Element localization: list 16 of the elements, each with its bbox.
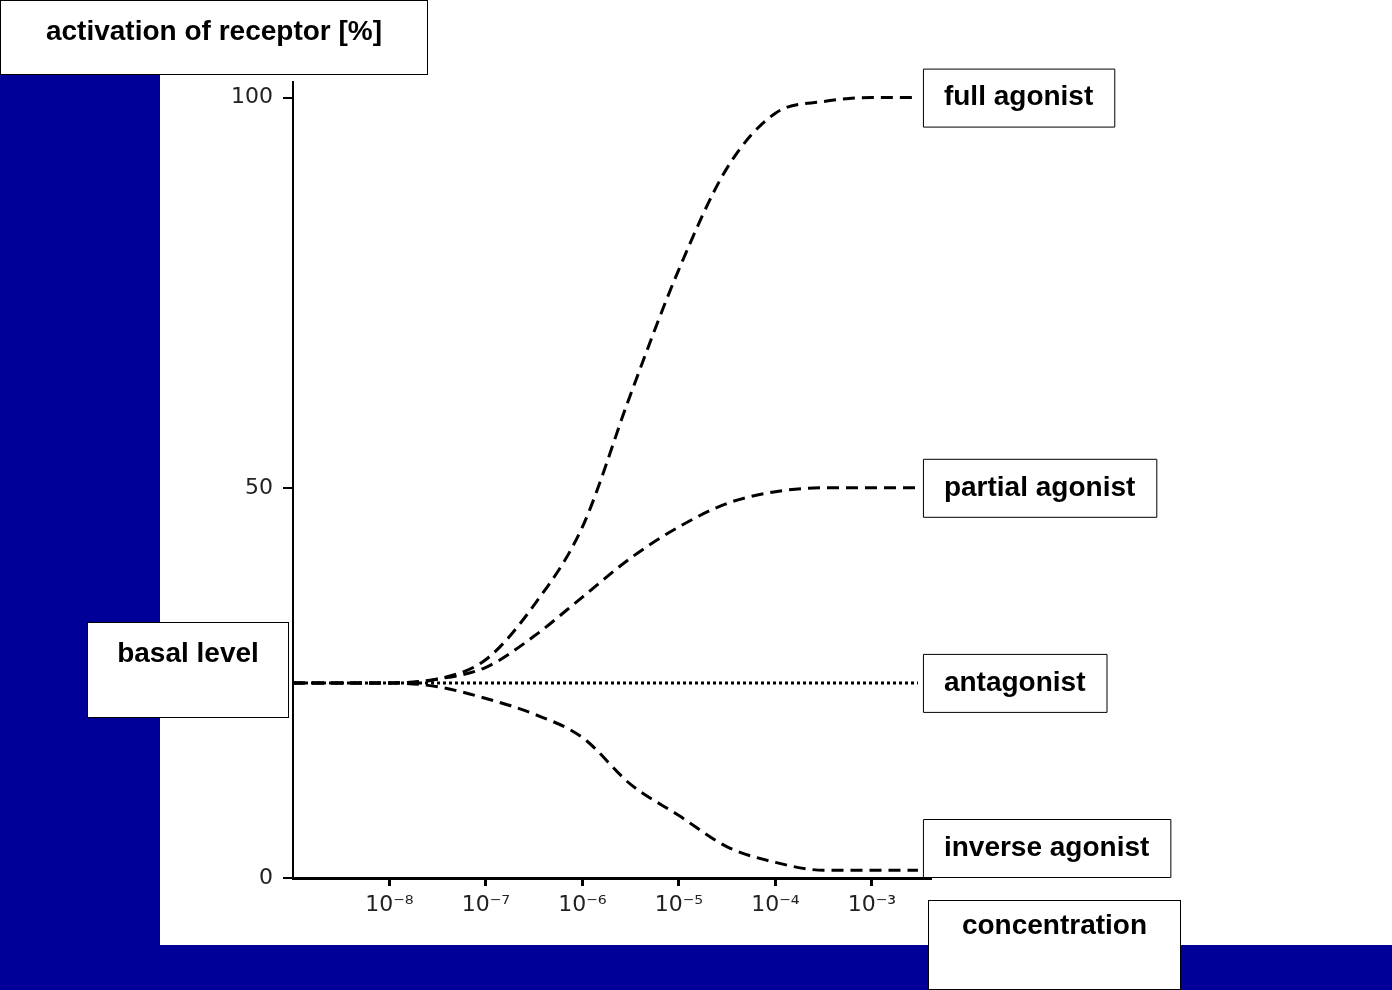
y-axis-title: activation of receptor [%] (0, 0, 428, 75)
x-tick-label: 10⁻⁷ (461, 890, 511, 916)
x-tick-label: 10⁻⁵ (654, 890, 704, 916)
x-axis-title: concentration (928, 900, 1181, 990)
x-tick-label: 10⁻⁴ (751, 890, 800, 916)
series-label: partial agonist (943, 470, 1136, 502)
series-label: full agonist (943, 80, 1094, 112)
x-tick-label: 10⁻³ (847, 890, 897, 916)
x-tick-label: 10⁻⁸ (365, 890, 414, 916)
y-tick-label: 0 (259, 863, 273, 889)
series-label: inverse agonist (943, 830, 1150, 862)
series-label: antagonist (943, 665, 1086, 697)
x-tick-label: 10⁻⁶ (558, 890, 607, 916)
text: basal level (87, 622, 289, 718)
y-tick-label: 50 (245, 473, 273, 499)
y-tick-label: 100 (231, 83, 273, 109)
